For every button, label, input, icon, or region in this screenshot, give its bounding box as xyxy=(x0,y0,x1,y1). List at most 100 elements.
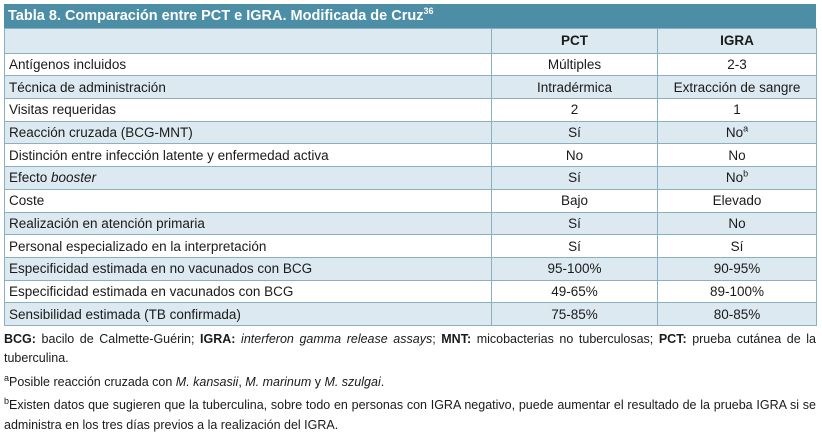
text-segment: IGRA: xyxy=(200,331,236,346)
cell: Extracción de sangre xyxy=(657,75,817,100)
text-segment: . xyxy=(380,374,385,389)
text-segment: Efecto xyxy=(9,170,52,186)
table-row: Realización en atención primaria Sí No xyxy=(4,211,817,236)
text-segment: bacilo de Calmette-Guérin; xyxy=(35,331,201,346)
text-segment: y xyxy=(311,374,325,389)
text-segment: 89-100% xyxy=(709,283,765,299)
text-segment: Sí xyxy=(730,238,744,254)
text-segment: Técnica de administración xyxy=(9,79,166,95)
cell: Sí xyxy=(491,166,658,190)
row-label: Distinción entre infección latente y enf… xyxy=(4,143,492,168)
text-segment: No xyxy=(725,170,744,186)
row-label: Realización en atención primaria xyxy=(4,211,492,236)
text-segment: 2 xyxy=(570,102,579,118)
cell: Nob xyxy=(657,166,817,190)
row-label: Reacción cruzada (BCG-MNT) xyxy=(4,120,492,145)
title-ref: 36 xyxy=(423,6,434,17)
text-segment: Sí xyxy=(568,125,581,141)
text-segment: 80-85% xyxy=(713,306,761,322)
table-row: Sensibilidad estimada (TB confirmada) 75-… xyxy=(4,302,817,326)
cell: 49-65% xyxy=(491,279,658,304)
cell: 89-100% xyxy=(657,279,817,304)
text-segment: 90-95% xyxy=(713,261,761,277)
text-segment: booster xyxy=(51,170,97,186)
cell: No xyxy=(657,143,817,168)
text-segment: 1 xyxy=(733,102,741,118)
table-row: Reacción cruzada (BCG-MNT) Sí Noa xyxy=(4,120,817,145)
row-label: Antígenos incluidos xyxy=(4,52,492,77)
text-segment: Especificidad estimada en no vacunados c… xyxy=(9,261,313,277)
title-text: Tabla 8. Comparación entre PCT e IGRA. M… xyxy=(8,8,424,24)
cell: No xyxy=(657,211,817,236)
row-label: Especificidad estimada en vacunados con … xyxy=(4,279,492,304)
row-label: Sensibilidad estimada (TB confirmada) xyxy=(4,302,492,326)
text-segment: Realización en atención primaria xyxy=(9,215,205,231)
text-segment: a xyxy=(4,372,10,383)
header-cell xyxy=(4,28,492,54)
text-segment: Extracción de sangre xyxy=(673,79,801,95)
row-label: Técnica de administración xyxy=(4,75,492,100)
text-segment: Existen datos que sugieren que la tuberc… xyxy=(4,398,816,432)
row-label: Especificidad estimada en no vacunados c… xyxy=(4,256,492,281)
text-segment: Reacción cruzada (BCG-MNT) xyxy=(9,125,193,141)
row-label: Coste xyxy=(4,188,492,213)
text-segment: a xyxy=(743,123,749,134)
text-segment: BCG: xyxy=(4,331,36,346)
cell: 1 xyxy=(657,98,817,122)
text-segment: Sí xyxy=(568,170,581,186)
text-segment: micobacterias no tuberculosas; xyxy=(471,331,659,346)
cell: Elevado xyxy=(657,188,817,213)
cell: Intradérmica xyxy=(491,75,658,100)
text-segment: No xyxy=(565,147,584,163)
text-segment: Visitas requeridas xyxy=(9,102,117,118)
cell: Sí xyxy=(657,234,817,258)
table-row: Efecto booster Sí Nob xyxy=(4,166,817,190)
table-title: Tabla 8. Comparación entre PCT e IGRA. M… xyxy=(4,4,816,28)
text-segment: 95-100% xyxy=(547,261,602,277)
text-segment: Bajo xyxy=(560,193,589,209)
text-segment: Posible reacción cruzada con xyxy=(9,374,176,389)
text-segment: prueba cutánea de la tuberculina. xyxy=(4,331,816,366)
text-segment: 2-3 xyxy=(727,57,747,73)
table-row: Distinción entre infección latente y enf… xyxy=(4,143,817,168)
text-segment: Personal especializado en la interpretac… xyxy=(9,238,267,254)
text-segment: Intradérmica xyxy=(536,79,613,95)
text-segment: M. szulgai xyxy=(324,374,381,389)
table-row: Especificidad estimada en no vacunados c… xyxy=(4,256,817,281)
text-segment: M. kansasii xyxy=(175,374,239,389)
cell: 75-85% xyxy=(491,302,658,326)
row-label: Visitas requeridas xyxy=(4,98,492,122)
footnotes: BCG: bacilo de Calmette-Guérin; IGRA: in… xyxy=(4,330,816,436)
table-figure: Tabla 8. Comparación entre PCT e IGRA. M… xyxy=(4,4,817,439)
text-segment: Sí xyxy=(568,215,581,231)
text-segment: MNT: xyxy=(441,331,472,346)
text-segment: Múltiples xyxy=(547,57,602,73)
cell: 95-100% xyxy=(491,256,658,281)
text-segment: Elevado xyxy=(712,193,762,209)
header-row: PCT IGRA xyxy=(4,28,817,54)
column-header: IGRA xyxy=(657,28,817,54)
row-label: Personal especializado en la interpretac… xyxy=(4,234,492,258)
text-segment: 75-85% xyxy=(551,306,598,322)
text-segment: Distinción entre infección latente y enf… xyxy=(9,147,329,163)
text-segment: Antígenos incluidos xyxy=(9,57,127,73)
cell: Noa xyxy=(657,120,817,145)
cell: 80-85% xyxy=(657,302,817,326)
cell: Múltiples xyxy=(491,52,658,77)
cell: Sí xyxy=(491,120,658,145)
table-row: Personal especializado en la interpretac… xyxy=(4,234,817,258)
cell: Sí xyxy=(491,211,658,236)
column-header: PCT xyxy=(491,28,658,54)
table-row: Coste Bajo Elevado xyxy=(4,188,817,213)
row-label: Efecto booster xyxy=(4,166,492,190)
table-row: Antígenos incluidos Múltiples 2-3 xyxy=(4,52,817,77)
cell: 90-95% xyxy=(657,256,817,281)
footnote: BCG: bacilo de Calmette-Guérin; IGRA: in… xyxy=(4,330,816,369)
table-row: Técnica de administración Intradérmica Ext… xyxy=(4,75,817,100)
text-segment: No xyxy=(728,147,746,163)
text-segment: 49-65% xyxy=(551,283,598,299)
text-segment: b xyxy=(4,396,10,407)
cell: 2 xyxy=(491,98,658,122)
text-segment: No xyxy=(728,215,746,231)
cell: No xyxy=(491,143,658,168)
